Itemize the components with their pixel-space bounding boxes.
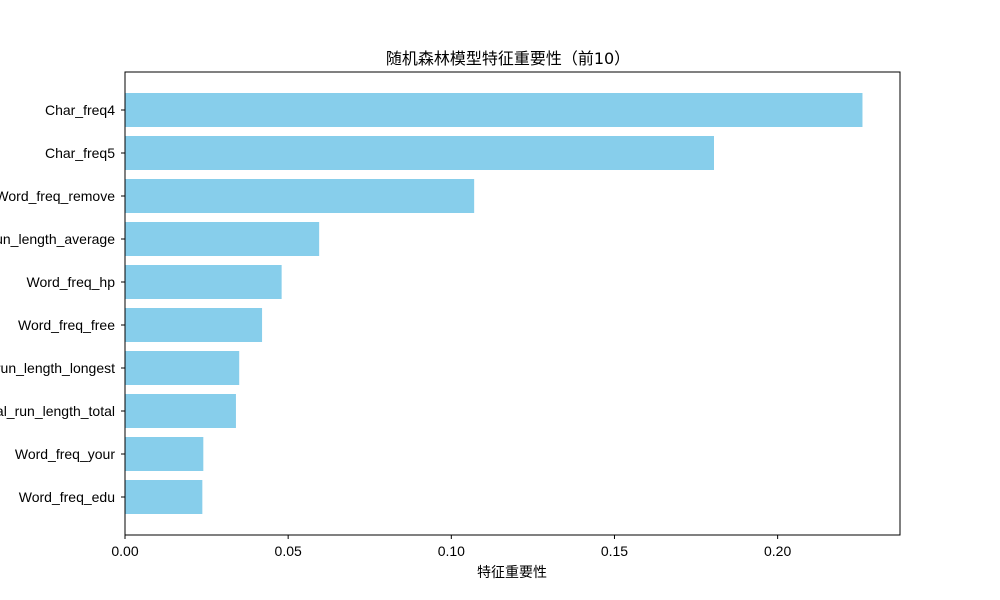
y-axis-ticks: Char_freq4 Char_freq5 Word_freq_remove Capi… <box>0 102 125 505</box>
y-tick-label: Capital_run_length_average <box>0 231 115 247</box>
y-tick-label: Char_freq4 <box>45 102 115 118</box>
x-tick-label: 0.00 <box>111 543 138 559</box>
y-tick-label: Word_freq_free <box>18 317 115 333</box>
x-axis-ticks: 0.00 0.05 0.10 0.15 0.20 <box>111 535 791 559</box>
x-tick-label: 0.05 <box>275 543 302 559</box>
y-tick-label: Word_freq_edu <box>19 489 115 505</box>
bar-capital-run-length-longest <box>125 351 240 385</box>
bar-word-freq-remove <box>125 179 475 213</box>
y-tick-label: Word_freq_hp <box>27 274 116 290</box>
bar-word-freq-free <box>125 308 263 342</box>
bar-capital-run-length-average <box>125 222 320 256</box>
y-tick-label: Word_freq_remove <box>0 188 115 204</box>
plot-frame <box>124 71 901 536</box>
x-axis-label: 特征重要性 <box>477 565 547 581</box>
bar-capital-run-length-total <box>125 394 236 428</box>
y-tick-label: Capital_run_length_longest <box>0 360 115 376</box>
bar-word-freq-hp <box>125 265 282 299</box>
bar-word-freq-edu <box>125 480 203 514</box>
bars-group <box>125 93 863 514</box>
y-tick-label: Word_freq_your <box>15 446 115 462</box>
bar-char-freq4 <box>125 93 863 127</box>
x-tick-label: 0.10 <box>438 543 465 559</box>
bar-char-freq5 <box>125 136 714 170</box>
chart-title: 随机森林模型特征重要性（前10） <box>386 49 630 68</box>
bar-word-freq-your <box>125 437 204 471</box>
y-tick-label: Char_freq5 <box>45 145 115 161</box>
x-tick-label: 0.20 <box>764 543 791 559</box>
y-tick-label: Capital_run_length_total <box>0 403 115 419</box>
x-tick-label: 0.15 <box>601 543 628 559</box>
